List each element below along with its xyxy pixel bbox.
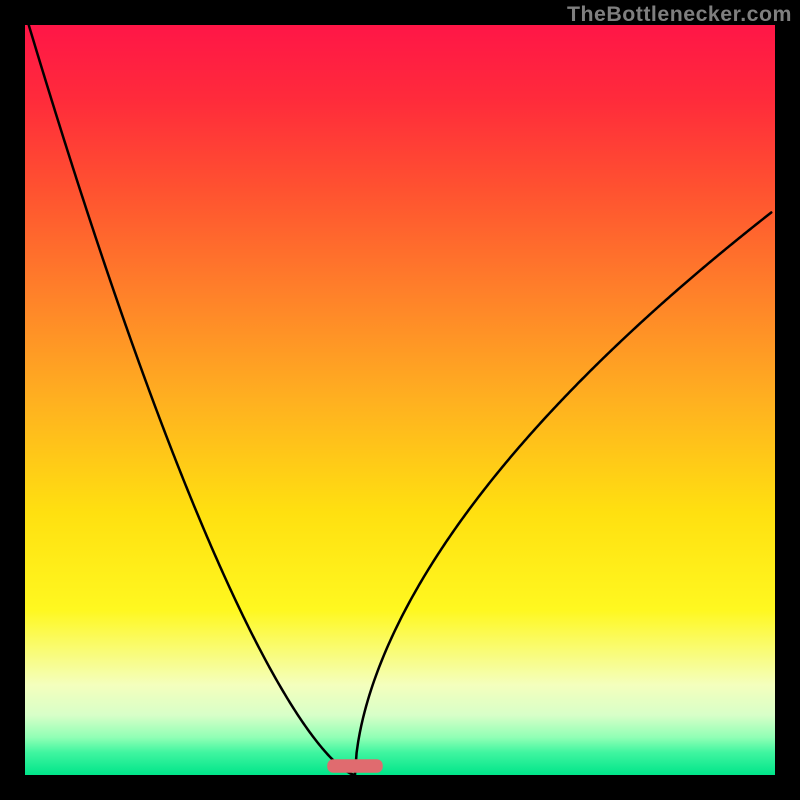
gradient-background (25, 25, 775, 775)
figure-outer: TheBottlenecker.com (0, 0, 800, 800)
watermark-text: TheBottlenecker.com (567, 2, 792, 27)
plateau-marker (327, 759, 383, 773)
plot-area (25, 25, 775, 775)
